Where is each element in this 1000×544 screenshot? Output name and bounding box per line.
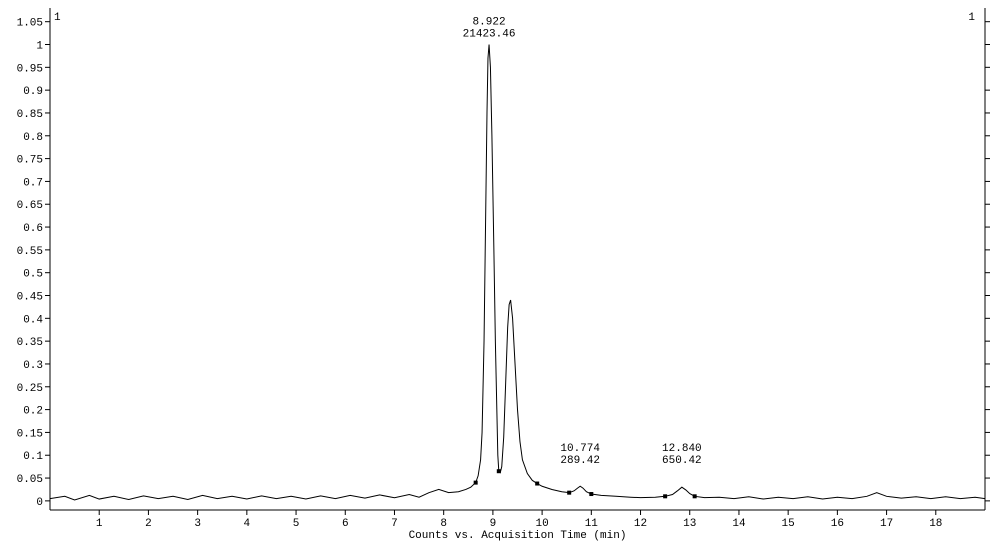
svg-text:10: 10 <box>536 518 549 530</box>
svg-text:0.1: 0.1 <box>23 451 43 463</box>
svg-text:11: 11 <box>585 518 599 530</box>
corner-label-right: 1 <box>968 12 975 24</box>
svg-text:15: 15 <box>782 518 795 530</box>
integration-marker <box>474 481 478 485</box>
peak-rt: 8.922 <box>473 17 506 29</box>
svg-text:0: 0 <box>36 497 43 509</box>
chart-svg: 0 0.05 0.1 0.15 0.2 0.25 0.3 0.35 0.4 0.45 0.5 0.55… <box>0 0 1000 544</box>
svg-text:0.55: 0.55 <box>17 246 43 258</box>
svg-text:0.6: 0.6 <box>23 223 43 235</box>
svg-text:3: 3 <box>194 518 201 530</box>
svg-text:8: 8 <box>440 518 447 530</box>
svg-text:0.85: 0.85 <box>17 109 43 121</box>
svg-text:0.8: 0.8 <box>23 132 43 144</box>
integration-marker <box>567 491 571 495</box>
svg-text:16: 16 <box>831 518 844 530</box>
peak-rt: 12.840 <box>662 443 702 455</box>
svg-text:1: 1 <box>36 41 43 53</box>
integration-marker <box>693 494 697 498</box>
svg-text:14: 14 <box>732 518 746 530</box>
svg-text:0.7: 0.7 <box>23 177 43 189</box>
svg-text:0.9: 0.9 <box>23 86 43 98</box>
peak-rt: 10.774 <box>560 443 600 455</box>
svg-text:0.65: 0.65 <box>17 200 43 212</box>
svg-text:12: 12 <box>634 518 647 530</box>
svg-text:0.75: 0.75 <box>17 155 43 167</box>
svg-text:4: 4 <box>244 518 251 530</box>
peak-area: 650.42 <box>662 455 702 467</box>
chromatogram-chart: 0 0.05 0.1 0.15 0.2 0.25 0.3 0.35 0.4 0.45 0.5 0.55… <box>0 0 1000 544</box>
integration-marker <box>497 469 501 473</box>
svg-text:1.05: 1.05 <box>17 18 43 30</box>
svg-text:0.15: 0.15 <box>17 428 43 440</box>
svg-text:5: 5 <box>293 518 300 530</box>
chromatogram-trace <box>50 45 985 500</box>
integration-marker <box>589 492 593 496</box>
svg-text:0.05: 0.05 <box>17 474 43 486</box>
svg-text:0.5: 0.5 <box>23 269 43 281</box>
svg-text:1: 1 <box>96 518 103 530</box>
svg-text:7: 7 <box>391 518 398 530</box>
corner-label-left: 1 <box>54 12 61 24</box>
svg-text:0.95: 0.95 <box>17 63 43 75</box>
svg-text:0.3: 0.3 <box>23 360 43 372</box>
peak-area: 21423.46 <box>463 29 516 41</box>
svg-text:0.45: 0.45 <box>17 292 43 304</box>
svg-text:6: 6 <box>342 518 349 530</box>
svg-text:17: 17 <box>880 518 893 530</box>
svg-text:2: 2 <box>145 518 152 530</box>
x-axis-label: Counts vs. Acquisition Time (min) <box>409 530 627 542</box>
svg-text:0.35: 0.35 <box>17 337 43 349</box>
svg-text:13: 13 <box>683 518 696 530</box>
svg-text:0.4: 0.4 <box>23 314 43 326</box>
peak-area: 289.42 <box>560 455 600 467</box>
svg-text:18: 18 <box>929 518 942 530</box>
svg-text:0.2: 0.2 <box>23 406 43 418</box>
svg-text:9: 9 <box>490 518 497 530</box>
svg-text:0.25: 0.25 <box>17 383 43 395</box>
integration-marker <box>535 482 539 486</box>
integration-marker <box>663 494 667 498</box>
